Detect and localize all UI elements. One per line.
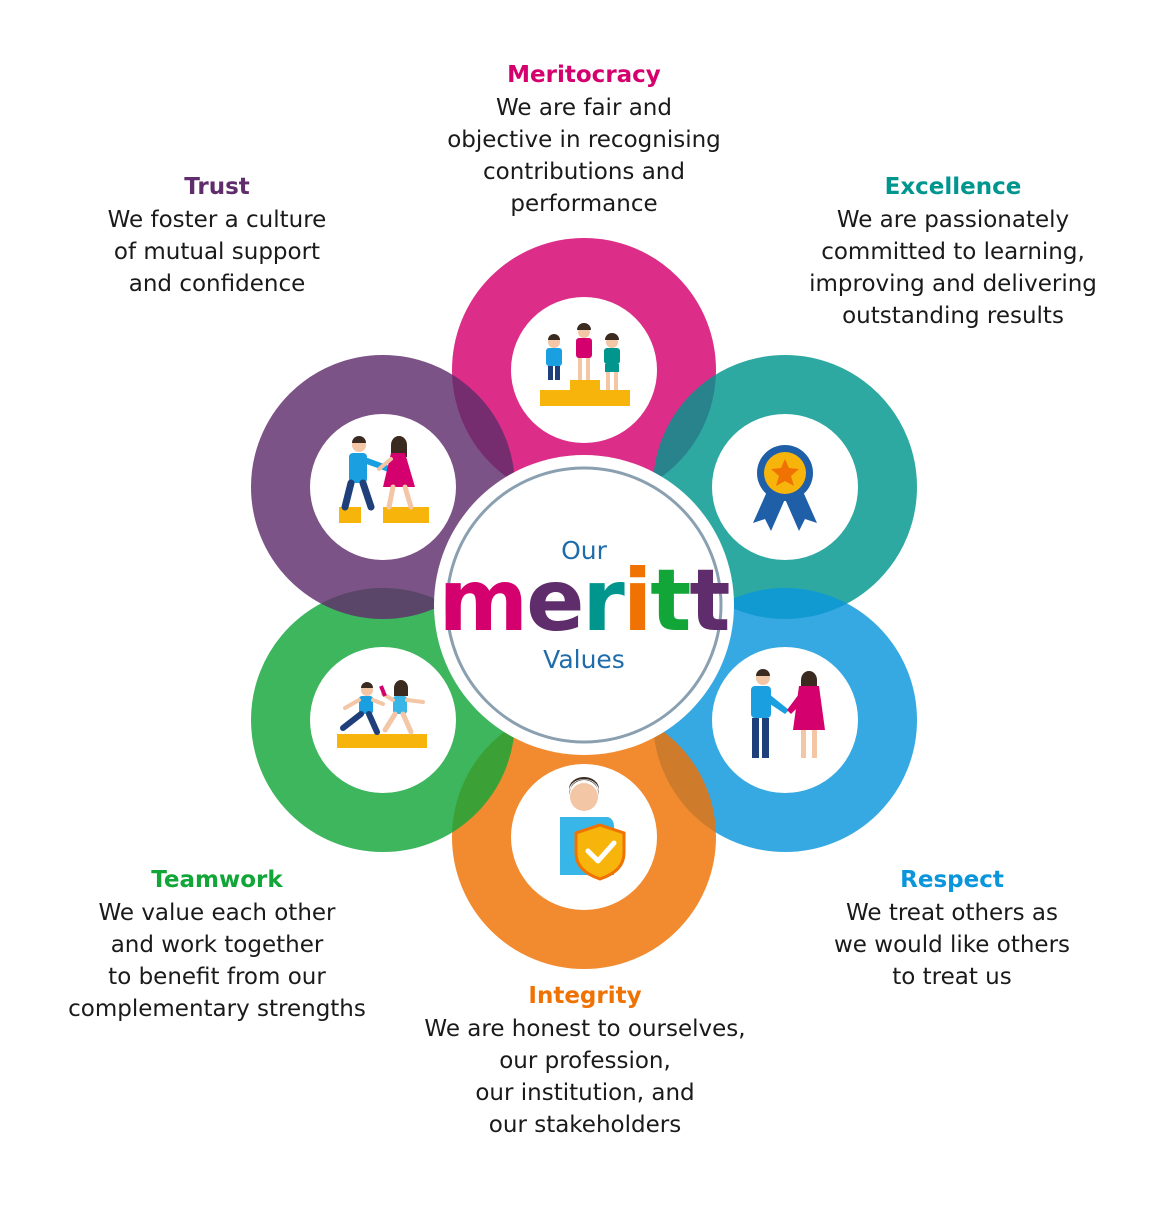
ring-excellence bbox=[653, 355, 917, 619]
value-integrity: Integrity We are honest to ourselves, ou… bbox=[405, 983, 765, 1141]
value-title: Excellence bbox=[884, 174, 1022, 200]
podium-icon bbox=[540, 323, 630, 406]
brand-wordmark: meritt bbox=[0, 556, 1167, 646]
shield-person-icon bbox=[560, 777, 626, 881]
value-description: We are passionately committed to learnin… bbox=[809, 207, 1097, 329]
brand-letter: t bbox=[689, 551, 730, 651]
brand-letter: m bbox=[438, 551, 528, 651]
ring-teamwork bbox=[251, 588, 515, 852]
ring-inner-meritocracy bbox=[511, 297, 657, 443]
center-bottom-label: Values bbox=[543, 645, 625, 674]
ring-inner-teamwork bbox=[310, 647, 456, 793]
helping-hand-icon bbox=[339, 436, 429, 523]
value-teamwork: Teamwork We value each other and work to… bbox=[56, 867, 378, 1025]
value-description: We treat others as we would like others … bbox=[833, 900, 1071, 990]
value-description: We foster a culture of mutual support an… bbox=[107, 207, 327, 297]
value-description: We are fair and objective in recognising… bbox=[447, 95, 721, 217]
value-description: We are honest to ourselves, our professi… bbox=[424, 1016, 746, 1138]
center-circle-bg bbox=[434, 455, 734, 755]
ring-trust bbox=[251, 355, 515, 619]
brand-letter: e bbox=[526, 551, 584, 651]
value-title: Teamwork bbox=[151, 867, 283, 893]
relay-race-icon bbox=[337, 680, 427, 748]
brand-letter: t bbox=[650, 551, 691, 651]
value-excellence: Excellence We are passionately committed… bbox=[795, 174, 1111, 332]
value-description: We value each other and work together to… bbox=[68, 900, 366, 1022]
award-ribbon-icon bbox=[753, 445, 817, 531]
value-title: Trust bbox=[184, 174, 250, 200]
value-title: Meritocracy bbox=[507, 62, 661, 88]
value-meritocracy: Meritocracy We are fair and objective in… bbox=[434, 62, 734, 220]
ring-inner-respect bbox=[712, 647, 858, 793]
ring-respect bbox=[653, 588, 917, 852]
center-top-label: Our bbox=[561, 536, 607, 565]
brand-letter: i bbox=[622, 551, 653, 651]
brand-letter: r bbox=[582, 551, 624, 651]
value-title: Integrity bbox=[528, 983, 642, 1009]
value-trust: Trust We foster a culture of mutual supp… bbox=[92, 174, 342, 300]
handshake-icon bbox=[751, 669, 825, 758]
center-ring bbox=[445, 466, 723, 744]
value-title: Respect bbox=[900, 867, 1004, 893]
value-respect: Respect We treat others as we would like… bbox=[812, 867, 1092, 993]
